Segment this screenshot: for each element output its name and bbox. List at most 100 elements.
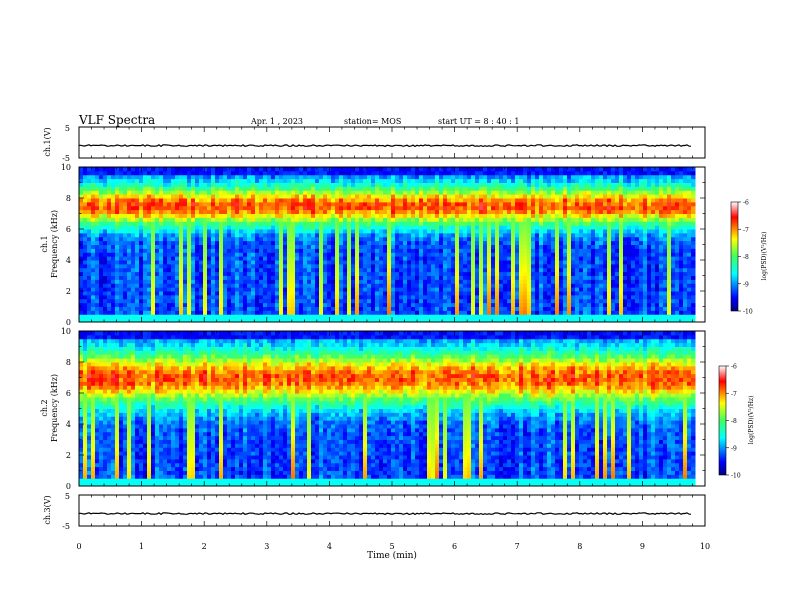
spectrogram-cell — [543, 279, 548, 284]
spectrogram-cell — [363, 302, 368, 307]
spectrogram-cell — [551, 167, 556, 172]
spectrogram-cell — [507, 298, 512, 304]
spectrogram-cell — [307, 201, 312, 207]
spectrogram-cell — [487, 190, 492, 195]
spectrogram-cell — [543, 260, 548, 265]
spectrogram-cell — [355, 225, 360, 230]
spectrogram-cell — [519, 205, 524, 211]
spectrogram-cell — [115, 279, 120, 284]
spectrogram-cell — [551, 229, 556, 234]
spectrogram-cell — [183, 217, 188, 222]
spectrogram-cell — [135, 310, 140, 315]
spectrogram-cell — [391, 263, 396, 269]
spectrogram-cell — [143, 298, 148, 304]
spectrogram-cell — [123, 198, 128, 203]
spectrogram-cell — [331, 240, 336, 245]
spectrogram-cell — [127, 240, 132, 245]
spectrogram-cell — [315, 213, 320, 218]
spectrogram-cell — [451, 194, 456, 199]
spectrogram-cell — [559, 217, 564, 222]
spectrogram-cell — [79, 256, 84, 261]
spectrogram-cell — [319, 167, 324, 172]
spectrogram-cell — [411, 186, 416, 191]
spectrogram-cell — [243, 248, 248, 253]
spectrogram-cell — [451, 240, 456, 245]
spectrogram-cell — [283, 201, 288, 207]
spectrogram-cell — [487, 283, 492, 288]
spectrogram-cell — [287, 240, 292, 245]
spectrogram-cell — [163, 275, 168, 280]
spectrogram-cell — [207, 244, 212, 249]
spectrogram-cell — [503, 318, 508, 322]
spectrogram-cell — [407, 267, 412, 273]
spectrogram-cell — [495, 229, 500, 234]
spectrogram-cell — [175, 229, 180, 234]
spectrogram-cell — [363, 314, 368, 319]
spectrogram-cell — [343, 182, 348, 187]
spectrogram-cell — [355, 229, 360, 234]
spectrogram-cell — [559, 209, 564, 214]
spectrogram-cell — [455, 178, 460, 183]
spectrogram-cell — [223, 260, 228, 265]
spectrogram-cell — [143, 170, 148, 176]
spectrogram-cell — [515, 236, 520, 242]
spectrogram-cell — [523, 167, 528, 172]
spectrogram-cell — [251, 267, 256, 273]
spectrogram-cell — [163, 186, 168, 191]
spectrogram-cell — [351, 209, 356, 214]
spectrogram-cell — [311, 252, 316, 257]
spectrogram-cell — [423, 170, 428, 176]
spectrogram-cell — [507, 236, 512, 242]
spectrogram-cell — [307, 229, 312, 234]
spectrogram-cell — [139, 213, 144, 218]
spectrogram-cell — [367, 182, 372, 187]
spectrogram-cell — [327, 229, 332, 234]
spectrogram-cell — [87, 271, 92, 276]
spectrogram-cell — [183, 225, 188, 230]
spectrogram-cell — [199, 267, 204, 273]
spectrogram-cell — [295, 291, 300, 296]
spectrogram-cell — [463, 221, 468, 226]
spectrogram-cell — [195, 190, 200, 195]
spectrogram-cell — [487, 225, 492, 230]
spectrogram-cell — [411, 314, 416, 319]
spectrogram-cell — [175, 213, 180, 218]
spectrogram-cell — [183, 198, 188, 203]
spectrogram-cell — [131, 248, 136, 253]
spectrogram-cell — [183, 271, 188, 276]
ch1-waveform-panel: 5 -5 ch.1(V) — [43, 124, 706, 163]
spectrogram-cell — [295, 194, 300, 199]
spectrogram-cell — [95, 213, 100, 218]
spectrogram-cell — [171, 263, 176, 269]
spectrogram-cell — [83, 256, 88, 261]
spectrogram-cell — [415, 221, 420, 226]
spectrogram-cell — [355, 256, 360, 261]
spectrogram-cell — [279, 170, 284, 176]
spectrogram-cell — [287, 186, 292, 191]
spectrogram-cell — [351, 186, 356, 191]
spectrogram-cell — [515, 302, 520, 307]
spectrogram-cell — [247, 283, 252, 288]
spectrogram-cell — [363, 260, 368, 265]
spectrogram-cell — [123, 248, 128, 253]
spectrogram-cell — [511, 229, 516, 234]
spectrogram-cell — [455, 213, 460, 218]
spectrogram-cell — [119, 283, 124, 288]
spectrogram-cell — [215, 229, 220, 234]
spectrogram-cell — [375, 298, 380, 304]
spectrogram-cell — [399, 298, 404, 304]
spectrogram-cell — [351, 236, 356, 242]
spectrogram-cell — [511, 182, 516, 187]
spectrogram-cell — [407, 209, 412, 214]
spectrogram-cell — [135, 209, 140, 214]
spectrogram-cell — [123, 217, 128, 222]
spectrogram-cell — [535, 294, 540, 300]
spectrogram-cell — [99, 205, 104, 211]
spectrogram-cell — [511, 236, 516, 242]
spectrogram-cell — [135, 248, 140, 253]
spectrogram-cell — [111, 256, 116, 261]
spectrogram-cell — [235, 232, 240, 238]
spectrogram-cell — [323, 167, 328, 172]
spectrogram-cell — [395, 263, 400, 269]
spectrogram-cell — [439, 287, 444, 292]
